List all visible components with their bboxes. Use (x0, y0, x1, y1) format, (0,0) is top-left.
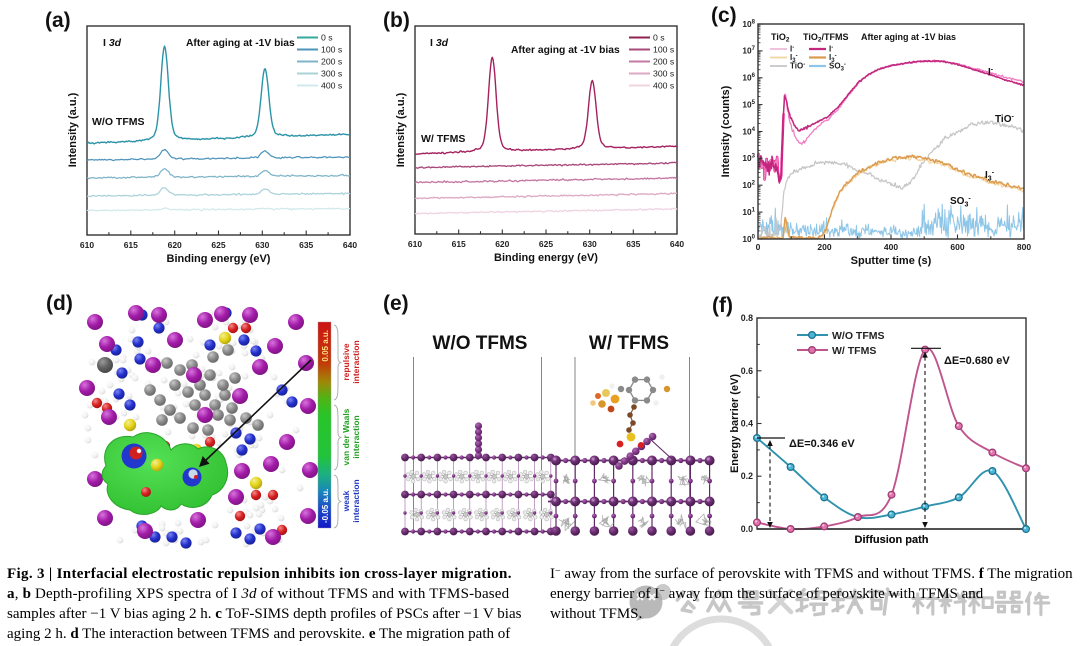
svg-text:TiO2: TiO2 (771, 32, 790, 44)
svg-text:Intensity (counts): Intensity (counts) (720, 85, 732, 177)
svg-text:300 s: 300 s (653, 69, 675, 79)
svg-text:625: 625 (211, 240, 225, 250)
svg-text:W/ TFMS: W/ TFMS (589, 333, 669, 354)
svg-text:615: 615 (124, 240, 138, 250)
svg-text:Sputter time (s): Sputter time (s) (851, 255, 932, 267)
svg-text:ΔE=0.346 eV: ΔE=0.346 eV (789, 438, 855, 450)
svg-text:Binding energy (eV): Binding energy (eV) (494, 252, 598, 264)
svg-text:(e): (e) (383, 292, 409, 315)
svg-text:TiO2/TFMS: TiO2/TFMS (803, 32, 848, 44)
svg-text:W/ TFMS: W/ TFMS (421, 133, 465, 145)
svg-text:I-: I- (790, 45, 794, 54)
svg-text:TiO-: TiO- (995, 114, 1014, 126)
svg-text:W/O TFMS: W/O TFMS (832, 330, 885, 342)
svg-text:TiO-: TiO- (790, 62, 805, 71)
svg-text:635: 635 (299, 240, 313, 250)
svg-text:W/ TFMS: W/ TFMS (832, 345, 876, 357)
svg-text:102: 102 (742, 180, 755, 190)
svg-text:I-: I- (829, 45, 833, 54)
svg-text:400 s: 400 s (653, 81, 675, 91)
svg-text:107: 107 (742, 46, 755, 56)
svg-text:W/O TFMS: W/O TFMS (433, 333, 528, 354)
svg-text:105: 105 (742, 99, 755, 109)
svg-text:I3-: I3- (985, 170, 995, 183)
svg-text:After aging at -1V bias: After aging at -1V bias (861, 32, 956, 42)
svg-text:100: 100 (742, 234, 755, 244)
svg-text:620: 620 (168, 240, 182, 250)
svg-text:640: 640 (343, 240, 357, 250)
svg-text:SO3-: SO3- (829, 62, 846, 73)
svg-text:630: 630 (255, 240, 269, 250)
svg-text:0.8: 0.8 (741, 313, 753, 323)
svg-text:Intensity (a.u.): Intensity (a.u.) (67, 92, 79, 167)
svg-text:After aging at -1V bias: After aging at -1V bias (186, 38, 295, 49)
svg-text:635: 635 (626, 239, 640, 249)
svg-text:600: 600 (950, 242, 964, 252)
svg-text:400: 400 (884, 242, 898, 252)
svg-text:0.0: 0.0 (741, 524, 753, 534)
svg-text:0: 0 (756, 242, 761, 252)
svg-text:0 s: 0 s (653, 33, 665, 43)
svg-text:(f): (f) (712, 294, 733, 317)
svg-text:I 3d: I 3d (103, 37, 122, 49)
svg-text:Diffusion path: Diffusion path (855, 534, 929, 546)
svg-text:200 s: 200 s (653, 57, 675, 67)
svg-text:108: 108 (742, 19, 755, 29)
svg-text:100 s: 100 s (653, 45, 675, 55)
svg-text:I3-: I3- (829, 53, 837, 64)
svg-text:interaction: interaction (351, 479, 361, 522)
svg-text:0.05 a.u.: 0.05 a.u. (321, 330, 330, 362)
svg-text:(b): (b) (383, 9, 410, 32)
svg-text:200: 200 (817, 242, 831, 252)
svg-text:620: 620 (495, 239, 509, 249)
svg-text:0.6: 0.6 (741, 366, 753, 376)
svg-text:(c): (c) (711, 4, 737, 27)
svg-text:100 s: 100 s (321, 45, 343, 55)
svg-text:625: 625 (539, 239, 553, 249)
svg-text:0.2: 0.2 (741, 471, 753, 481)
svg-text:300 s: 300 s (321, 69, 343, 79)
svg-text:610: 610 (408, 239, 422, 249)
svg-text:104: 104 (742, 126, 755, 136)
svg-text:640: 640 (670, 239, 684, 249)
svg-text:van der Waals: van der Waals (341, 408, 351, 465)
svg-text:ΔE=0.680 eV: ΔE=0.680 eV (944, 355, 1010, 367)
svg-text:(a): (a) (45, 9, 71, 32)
svg-text:I 3d: I 3d (430, 37, 449, 49)
svg-text:Binding energy (eV): Binding energy (eV) (167, 253, 271, 265)
svg-text:SO3-: SO3- (950, 196, 971, 209)
svg-text:Energy barrier (eV): Energy barrier (eV) (729, 374, 741, 473)
svg-text:630: 630 (583, 239, 597, 249)
svg-text:800: 800 (1017, 242, 1031, 252)
svg-text:interaction: interaction (351, 340, 361, 383)
svg-text:103: 103 (742, 153, 755, 163)
svg-text:0 s: 0 s (321, 33, 333, 43)
svg-text:-0.05 a.u.: -0.05 a.u. (321, 489, 330, 523)
svg-text:Intensity (a.u.): Intensity (a.u.) (395, 92, 407, 167)
svg-text:repulsive: repulsive (341, 343, 351, 381)
svg-text:I3-: I3- (790, 53, 798, 64)
svg-text:I-: I- (988, 67, 994, 79)
svg-text:weak: weak (341, 490, 351, 512)
svg-text:101: 101 (742, 207, 755, 217)
svg-text:106: 106 (742, 73, 755, 83)
svg-text:200 s: 200 s (321, 57, 343, 67)
svg-text:610: 610 (80, 240, 94, 250)
svg-text:W/O TFMS: W/O TFMS (92, 116, 145, 128)
svg-text:interaction: interaction (351, 415, 361, 458)
svg-text:400 s: 400 s (321, 81, 343, 91)
svg-text:Diffusion path: Diffusion path (855, 534, 929, 546)
svg-text:After aging at -1V bias: After aging at -1V bias (511, 45, 620, 56)
svg-text:615: 615 (452, 239, 466, 249)
svg-text:(d): (d) (46, 292, 73, 315)
svg-text:0.4: 0.4 (741, 419, 753, 429)
